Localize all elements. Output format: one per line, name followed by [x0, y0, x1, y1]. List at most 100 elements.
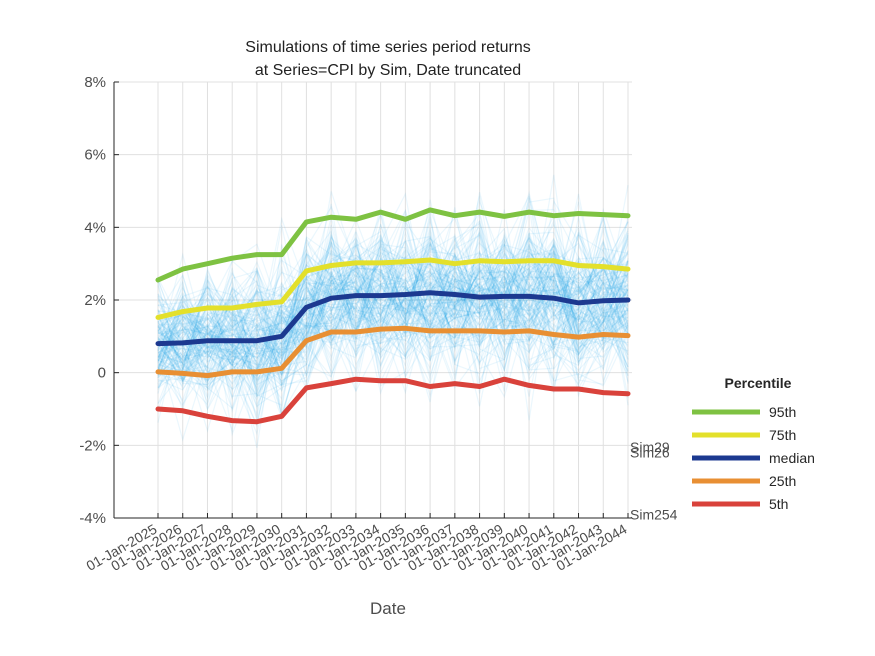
y-tick-label: 8%	[84, 74, 106, 91]
simulation-path	[157, 238, 629, 390]
simulation-path	[157, 236, 629, 381]
simulation-path	[157, 243, 629, 386]
simulation-path	[157, 214, 629, 366]
simulation-path	[157, 234, 629, 386]
simulation-path	[157, 240, 629, 406]
x-axis-label: Date	[370, 599, 406, 618]
simulation-path	[157, 264, 629, 379]
simulation-path	[157, 232, 629, 411]
simulation-path	[157, 236, 629, 367]
chart-title-line-1: Simulations of time series period return…	[245, 39, 530, 56]
simulation-path	[157, 239, 629, 377]
simulation-path	[157, 231, 629, 377]
sim-annotation: Sim254	[630, 506, 678, 522]
simulation-path	[157, 257, 629, 388]
simulation-path	[157, 239, 629, 387]
simulation-path	[157, 219, 629, 401]
legend-title: Percentile	[725, 375, 792, 391]
y-tick-label: 0	[98, 365, 106, 382]
simulation-path	[157, 231, 629, 416]
simulation-path	[157, 235, 629, 390]
simulation-path	[157, 196, 629, 375]
legend-label-95th: 95th	[769, 404, 796, 420]
simulation-path	[157, 250, 629, 404]
simulation-path	[157, 251, 629, 403]
simulation-path	[157, 231, 629, 384]
simulation-path	[157, 197, 629, 375]
simulation-path	[157, 264, 629, 406]
y-tick-label: -2%	[79, 437, 106, 454]
y-tick-labels: -4% -2% 0 2% 4% 6% 8%	[79, 74, 106, 527]
simulation-path	[157, 257, 629, 397]
simulation-path	[157, 201, 629, 386]
legend-label-25th: 25th	[769, 473, 796, 489]
simulation-path	[157, 236, 629, 390]
simulation-path	[157, 252, 629, 386]
sim-annotation: Sim29	[630, 439, 670, 455]
legend-label-median: median	[769, 450, 815, 466]
simulation-path	[157, 211, 629, 417]
legend-label-75th: 75th	[769, 427, 796, 443]
simulation-path	[157, 236, 629, 442]
percentile-series	[155, 207, 631, 425]
simulation-path	[157, 235, 629, 381]
y-tick-label: -4%	[79, 510, 106, 527]
simulation-path	[157, 244, 629, 384]
simulation-path	[157, 228, 629, 370]
simulation-path	[157, 218, 629, 387]
simulation-path	[157, 192, 629, 388]
x-tick-labels: 01-Jan-202501-Jan-202601-Jan-202701-Jan-…	[83, 521, 629, 574]
simulation-path	[157, 256, 629, 420]
simulation-path	[157, 174, 629, 423]
series-line-5th	[155, 376, 631, 425]
simulation-path	[157, 234, 629, 385]
simulation-path	[157, 234, 629, 373]
simulation-path	[157, 230, 629, 381]
simulation-path	[157, 253, 629, 388]
simulation-path	[157, 248, 629, 381]
simulation-path	[157, 241, 629, 421]
series-line-95th	[155, 207, 631, 283]
simulation-path	[157, 264, 629, 392]
simulation-path	[157, 213, 629, 386]
simulation-path	[157, 218, 629, 367]
simulation-path	[157, 254, 629, 411]
simulation-path	[157, 247, 629, 391]
simulation-path	[157, 239, 629, 391]
y-tick-label: 2%	[84, 292, 106, 309]
simulation-path	[157, 263, 629, 359]
series-line-median	[155, 290, 631, 347]
simulation-path	[157, 199, 629, 389]
simulation-path	[157, 216, 629, 356]
simulation-path	[157, 243, 629, 394]
simulation-path	[157, 209, 629, 373]
simulation-path	[157, 224, 629, 414]
simulation-path	[157, 230, 629, 404]
y-tick-label: 4%	[84, 219, 106, 236]
series-line-25th	[155, 325, 631, 379]
simulation-path	[157, 242, 629, 399]
simulation-path	[157, 204, 629, 386]
simulation-path	[157, 208, 629, 394]
simulation-path	[157, 190, 629, 384]
simulation-path	[157, 216, 629, 364]
axes	[113, 81, 632, 519]
simulation-path	[157, 265, 629, 422]
legend: Percentile 95th 75th median 25th 5th	[692, 375, 815, 512]
simulation-path	[157, 227, 629, 370]
simulation-path	[157, 233, 629, 392]
chart-title-line-2: at Series=CPI by Sim, Date truncated	[255, 62, 521, 79]
simulation-path	[157, 261, 629, 389]
simulation-path	[157, 233, 629, 398]
simulation-path	[157, 251, 629, 379]
simulation-path	[157, 235, 629, 406]
simulation-path	[157, 236, 629, 383]
simulation-path	[157, 243, 629, 377]
simulation-path	[157, 249, 629, 359]
simulation-path	[157, 205, 629, 376]
sim-annotation: Sim26	[630, 445, 670, 461]
simulation-path	[157, 208, 629, 410]
simulation-path	[157, 212, 629, 408]
